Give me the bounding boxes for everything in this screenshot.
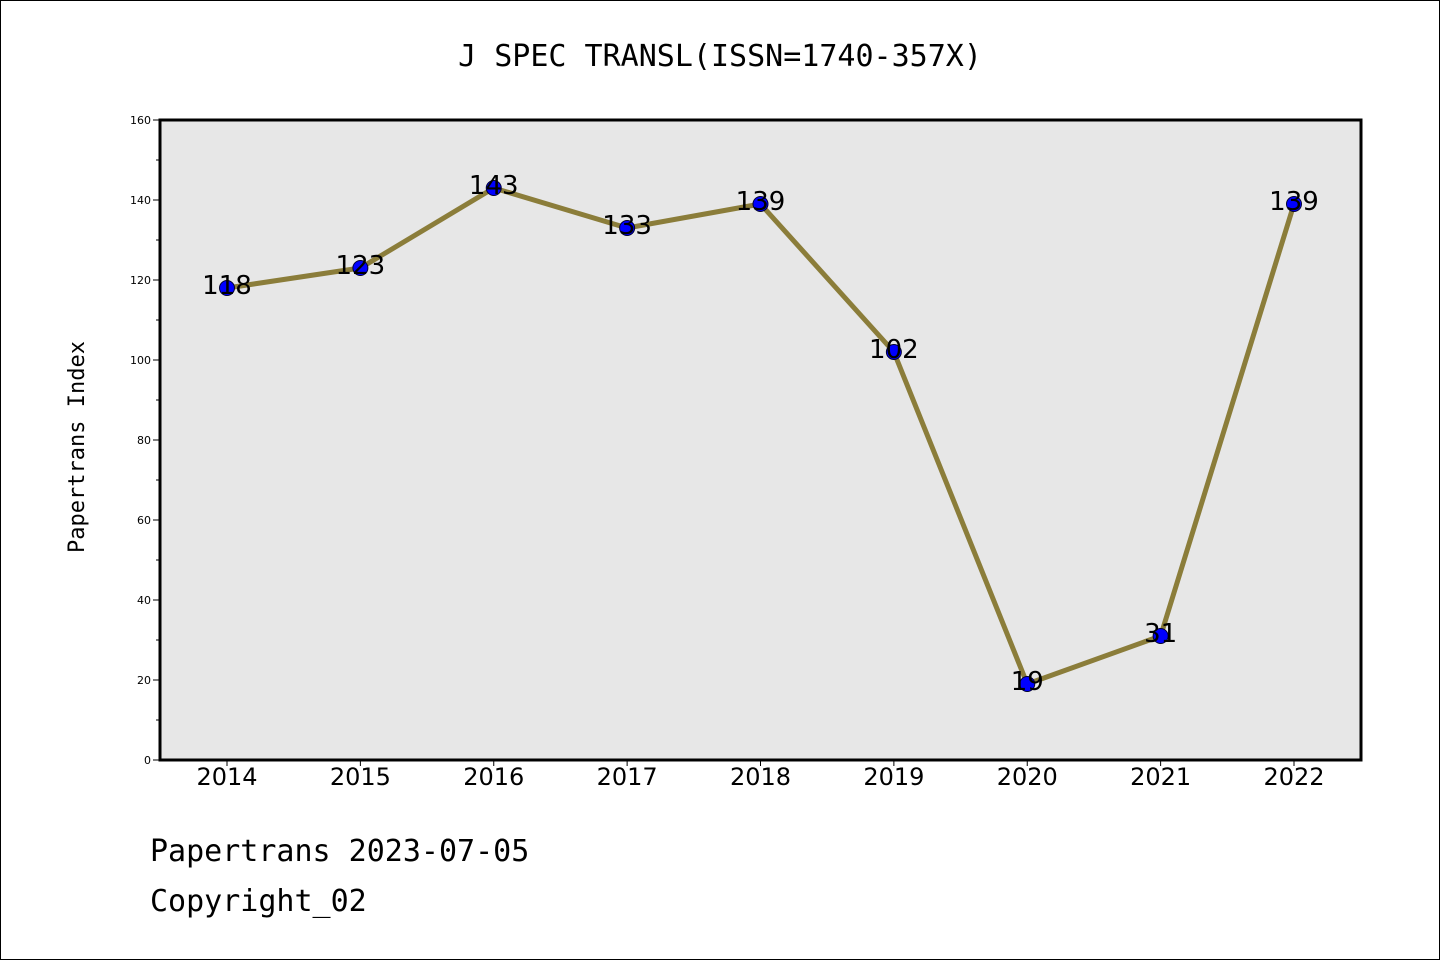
data-label: 19 — [1011, 667, 1044, 697]
data-point — [1019, 676, 1036, 692]
x-tick-label: 2017 — [597, 763, 658, 791]
y-tick-label: 100 — [130, 354, 151, 367]
data-label: 123 — [336, 251, 386, 281]
plot-area — [158, 118, 1363, 762]
data-point — [485, 180, 502, 196]
y-tick-label: 80 — [137, 434, 151, 447]
series-markers — [219, 180, 1302, 692]
y-axis-label: Papertrans Index — [65, 341, 90, 553]
y-axis: 0 20 40 60 80 100 120 140 160 — [130, 114, 160, 767]
footer-date: Papertrans 2023-07-05 — [150, 834, 530, 869]
data-point — [619, 220, 636, 236]
data-point — [1152, 628, 1169, 644]
data-label: 139 — [1269, 187, 1319, 217]
data-label: 143 — [469, 171, 519, 201]
x-tick-label: 2016 — [463, 763, 524, 791]
data-labels: 118 123 143 133 139 102 19 31 139 — [202, 171, 1319, 697]
x-tick-label: 2014 — [196, 763, 257, 791]
data-point — [219, 280, 235, 296]
y-tick-label: 120 — [130, 274, 151, 287]
chart-title: J SPEC TRANSL(ISSN=1740-357X) — [458, 39, 982, 74]
x-tick-label: 2022 — [1263, 763, 1324, 791]
y-tick-label: 60 — [137, 514, 151, 527]
x-axis: 2014 2015 2016 2017 2018 2019 2020 2021 2022 — [196, 760, 1325, 791]
x-tick-label: 2020 — [997, 763, 1058, 791]
data-label: 102 — [869, 335, 919, 365]
x-tick-label: 2021 — [1130, 763, 1191, 791]
y-tick-label: 20 — [137, 674, 151, 687]
footer-copyright: Copyright_02 — [150, 884, 367, 919]
y-tick-label: 40 — [137, 594, 151, 607]
data-label: 118 — [202, 271, 252, 301]
data-point — [1286, 196, 1302, 212]
data-point — [352, 260, 369, 276]
data-label: 139 — [736, 187, 786, 217]
x-tick-label: 2018 — [730, 763, 791, 791]
y-tick-label: 160 — [130, 114, 151, 127]
data-point — [885, 344, 902, 360]
data-label: 31 — [1144, 619, 1177, 649]
x-tick-label: 2019 — [863, 763, 924, 791]
data-point — [752, 196, 769, 212]
x-tick-label: 2015 — [330, 763, 391, 791]
y-tick-label: 140 — [130, 194, 151, 207]
y-tick-label: 0 — [144, 754, 151, 767]
data-label: 133 — [602, 211, 652, 241]
